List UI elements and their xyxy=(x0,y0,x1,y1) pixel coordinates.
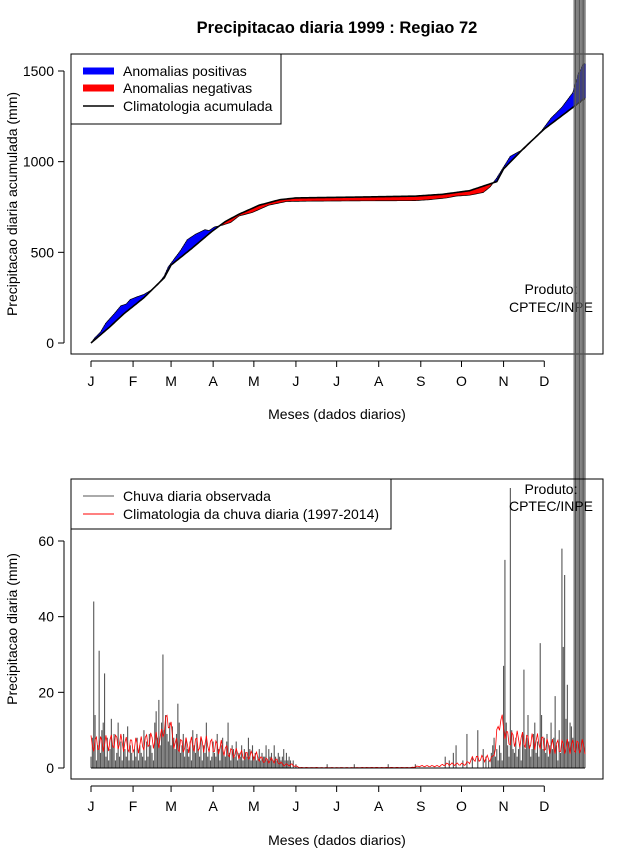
x-tick-label: F xyxy=(129,373,138,389)
y-tick-label: 500 xyxy=(31,244,55,260)
chart2-annotation-line1: Produto: xyxy=(525,481,578,497)
x-tick-label: J xyxy=(88,373,95,389)
x-tick-label: O xyxy=(456,373,467,389)
x-tick-label: O xyxy=(456,798,467,814)
chart1-y-axis: 0 500 1000 1500 xyxy=(23,63,65,351)
chart1-annotation-line2: CPTEC/INPE xyxy=(509,299,593,315)
y-tick-label: 60 xyxy=(38,533,54,549)
x-tick-label: A xyxy=(208,373,218,389)
x-tick-label: N xyxy=(499,373,509,389)
legend-label-climatology: Climatologia acumulada xyxy=(123,98,273,114)
legend-label-positive: Anomalias positivas xyxy=(123,63,247,79)
x-tick-label: D xyxy=(539,798,549,814)
observed-cumulative-line xyxy=(90,63,585,344)
x-tick-label: J xyxy=(333,798,340,814)
chart2-y-axis: 0 20 40 60 xyxy=(38,533,65,776)
chart1-legend: Anomalias positivas Anomalias negativas … xyxy=(70,53,282,125)
x-tick-label: J xyxy=(292,373,299,389)
chart2-x-label: Meses (dados diarios) xyxy=(268,832,406,848)
x-tick-label: F xyxy=(129,798,138,814)
y-tick-label: 1000 xyxy=(23,154,54,170)
x-tick-label: A xyxy=(374,373,384,389)
x-tick-label: S xyxy=(416,373,425,389)
chart1-frame xyxy=(70,53,604,355)
y-tick-label: 1500 xyxy=(23,63,54,79)
x-tick-label: J xyxy=(292,798,299,814)
x-tick-label: M xyxy=(248,373,260,389)
chart1-annotation-line1: Produto: xyxy=(525,281,578,297)
chart2-annotation-line2: CPTEC/INPE xyxy=(509,498,593,514)
legend-label-observed: Chuva diaria observada xyxy=(123,488,271,504)
x-tick-label: J xyxy=(333,373,340,389)
x-tick-label: A xyxy=(374,798,384,814)
chart1-plot xyxy=(90,63,586,344)
x-tick-label: M xyxy=(165,798,177,814)
chart2-legend: Chuva diaria observada Climatologia da c… xyxy=(70,478,392,530)
chart1-y-label: Precipitacao diaria acumulada (mm) xyxy=(4,92,20,316)
x-tick-label: M xyxy=(165,373,177,389)
x-tick-label: D xyxy=(539,373,549,389)
x-tick-label: A xyxy=(208,798,218,814)
y-tick-label: 0 xyxy=(46,335,54,351)
climatology-line xyxy=(90,97,586,344)
legend-label-clim-daily: Climatologia da chuva diaria (1997-2014) xyxy=(123,506,379,522)
chart2-y-label: Precipitacao diaria (mm) xyxy=(4,553,20,705)
x-tick-label: S xyxy=(416,798,425,814)
x-tick-label: M xyxy=(248,798,260,814)
legend-label-negative: Anomalias negativas xyxy=(123,80,252,96)
chart1-x-label: Meses (dados diarios) xyxy=(268,406,406,422)
y-tick-label: 20 xyxy=(38,684,54,700)
y-tick-label: 40 xyxy=(38,609,54,625)
chart2-bars xyxy=(90,0,586,768)
x-tick-label: N xyxy=(499,798,509,814)
x-tick-label: J xyxy=(88,798,95,814)
y-tick-label: 0 xyxy=(46,760,54,776)
chart1-title: Precipitacao diaria 1999 : Regiao 72 xyxy=(197,19,478,37)
